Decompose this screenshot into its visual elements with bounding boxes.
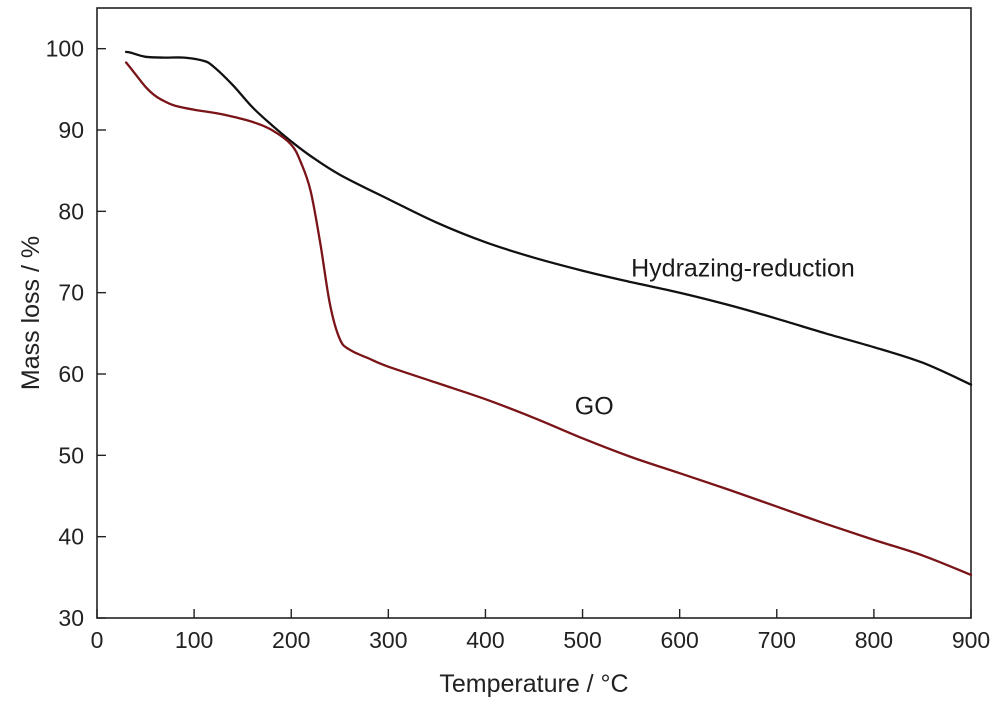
y-tick-label: 60 [58, 361, 84, 387]
y-tick-label: 100 [46, 36, 84, 62]
annotation-layer: Hydrazing-reduction GO [575, 254, 855, 420]
series-layer [124, 50, 973, 577]
y-tick-label: 70 [58, 280, 84, 306]
x-tick-label: 200 [272, 627, 310, 653]
x-axis-ticks: 0 100 200 300 400 500 600 700 800 900 [91, 609, 990, 653]
y-axis-ticks: 30 40 50 60 70 80 90 100 [46, 36, 106, 631]
x-tick-label: 700 [758, 627, 796, 653]
x-tick-label: 800 [855, 627, 893, 653]
annotation-label: GO [575, 393, 614, 421]
x-tick-label: 100 [175, 627, 213, 653]
x-tick-label: 600 [660, 627, 698, 653]
x-axis-title: Temperature / °C [439, 670, 628, 698]
x-tick-label: 500 [563, 627, 601, 653]
y-tick-label: 50 [58, 442, 84, 468]
y-tick-label: 30 [58, 605, 84, 631]
series-line-go [124, 61, 973, 577]
series-line-hydrazing-reduction [124, 50, 973, 386]
x-tick-label: 900 [952, 627, 990, 653]
y-tick-label: 40 [58, 524, 84, 550]
annotation-label: Hydrazing-reduction [631, 254, 855, 282]
y-tick-label: 80 [58, 198, 84, 224]
x-tick-label: 400 [466, 627, 504, 653]
x-tick-label: 0 [91, 627, 104, 653]
y-axis-title: Mass loss / % [17, 236, 45, 390]
plot-frame [96, 7, 972, 619]
y-tick-label: 90 [58, 117, 84, 143]
x-tick-label: 300 [369, 627, 407, 653]
